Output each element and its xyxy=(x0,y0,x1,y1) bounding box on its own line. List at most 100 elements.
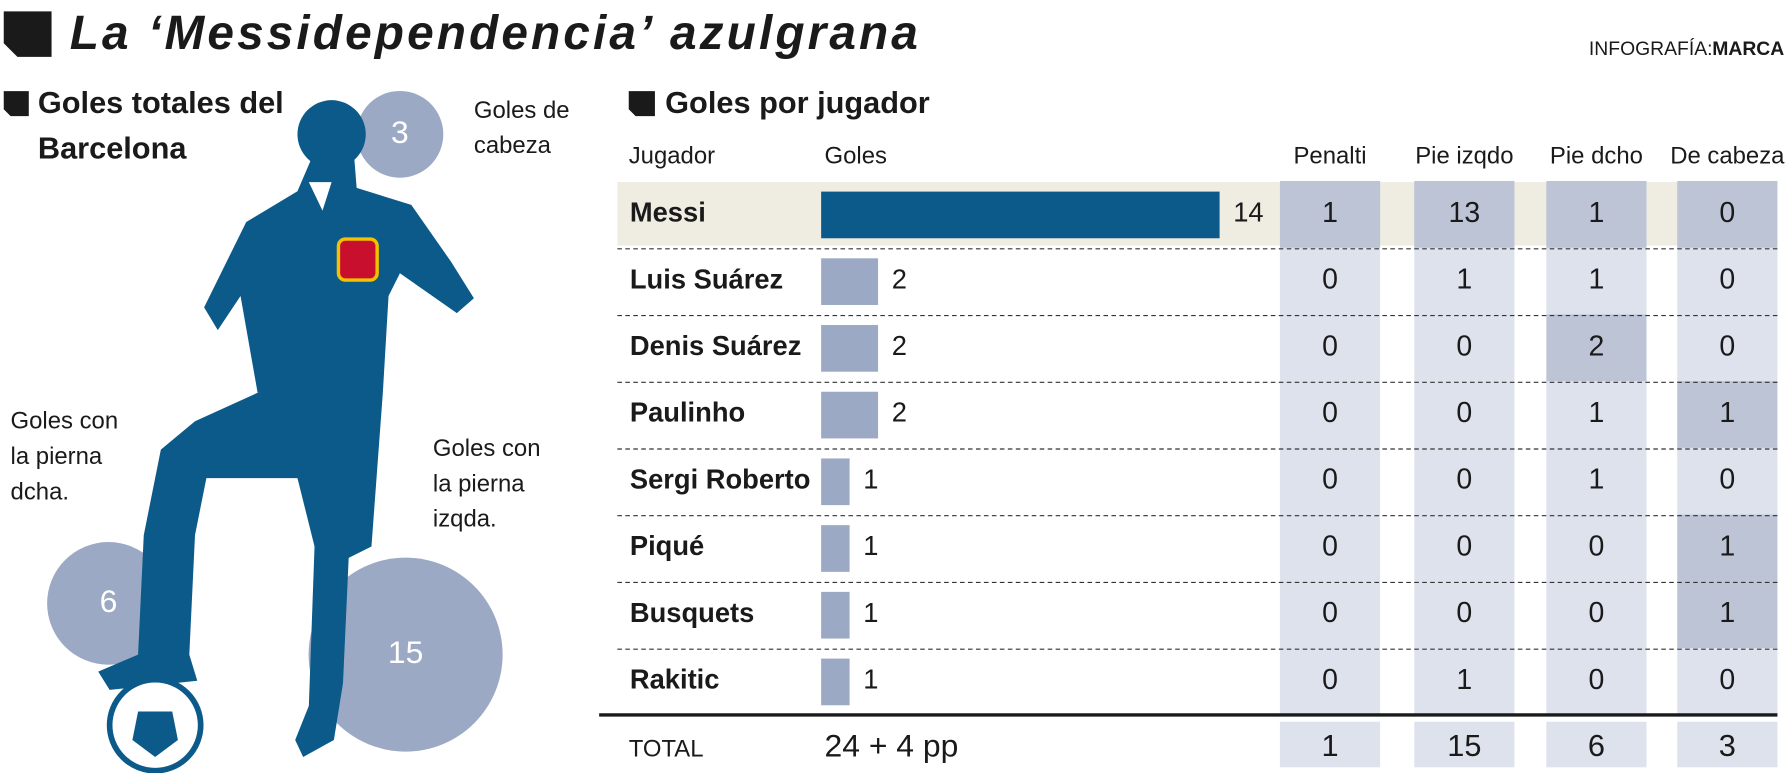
cell-value: 1 xyxy=(1719,397,1735,429)
cell-value: 0 xyxy=(1322,597,1338,629)
cell-value: 13 xyxy=(1449,197,1481,229)
player-name: Paulinho xyxy=(630,397,745,428)
bubble-value: 15 xyxy=(388,634,423,670)
player-name: Busquets xyxy=(630,597,754,628)
cell-value: 0 xyxy=(1719,197,1735,229)
cell-value: 1 xyxy=(1589,264,1605,296)
cell-value: 0 xyxy=(1589,597,1605,629)
column-header: Jugador xyxy=(629,142,715,169)
goal-bar xyxy=(821,391,879,439)
ball-pattern xyxy=(132,711,178,758)
goal-value: 14 xyxy=(1233,197,1263,228)
cell-value: 1 xyxy=(1589,197,1605,229)
goal-bar xyxy=(821,258,879,305)
total-value: 1 xyxy=(1321,728,1338,763)
cell-bg xyxy=(1677,647,1778,716)
cell-value: 0 xyxy=(1322,464,1338,496)
player-name: Rakitic xyxy=(630,664,720,695)
cell-value: 1 xyxy=(1456,264,1472,296)
bubble-label: la pierna xyxy=(11,443,103,470)
cell-value: 0 xyxy=(1719,264,1735,296)
goal-value: 1 xyxy=(863,530,878,561)
section-marker xyxy=(628,91,655,117)
cell-bg xyxy=(1279,447,1381,516)
cell-bg xyxy=(1677,447,1778,516)
goal-bar xyxy=(821,525,850,572)
total-value: 6 xyxy=(1588,728,1605,763)
cell-bg xyxy=(1546,721,1647,768)
cell-bg xyxy=(1546,447,1647,516)
goal-value: 2 xyxy=(892,263,907,294)
cell-bg xyxy=(1279,647,1381,716)
cell-bg xyxy=(1414,247,1515,316)
cell-bg xyxy=(1546,514,1647,583)
player-name: Luis Suárez xyxy=(630,263,783,294)
bubble-value: 3 xyxy=(391,114,409,150)
bubble-label: cabeza xyxy=(474,132,552,159)
goal-value: 1 xyxy=(863,664,878,695)
bubble-label: Goles con xyxy=(433,435,541,462)
section-marker xyxy=(3,91,29,117)
column-header: Pie dcho xyxy=(1550,142,1643,169)
total-value: 3 xyxy=(1719,728,1736,763)
cell-bg xyxy=(1279,314,1381,383)
bubble-label: Goles de xyxy=(474,97,570,124)
cell-bg xyxy=(1279,581,1381,650)
cell-value: 1 xyxy=(1719,530,1735,562)
cell-bg xyxy=(1546,247,1647,316)
cell-bg xyxy=(1677,247,1778,316)
player-name: Messi xyxy=(630,197,706,228)
cell-value: 1 xyxy=(1322,197,1338,229)
cell-bg xyxy=(1677,381,1778,450)
cell-bg xyxy=(1546,181,1647,249)
cell-value: 0 xyxy=(1322,397,1338,429)
goal-bar xyxy=(821,458,850,506)
goal-bar xyxy=(821,658,850,706)
cell-value: 1 xyxy=(1589,464,1605,496)
total-value: 15 xyxy=(1447,728,1481,763)
column-header: Pie izqdo xyxy=(1415,142,1513,169)
cell-value: 0 xyxy=(1456,597,1472,629)
goal-bar xyxy=(821,325,879,372)
goal-value: 1 xyxy=(863,463,878,494)
cell-bg xyxy=(1414,721,1515,768)
goal-bubble xyxy=(308,557,503,752)
cell-value: 0 xyxy=(1456,330,1472,362)
cell-value: 0 xyxy=(1456,464,1472,496)
cell-bg xyxy=(1414,647,1515,716)
cell-value: 0 xyxy=(1322,664,1338,696)
player-name: Denis Suárez xyxy=(630,330,802,361)
cell-bg xyxy=(1279,247,1381,316)
player-name: Piqué xyxy=(630,530,704,561)
bubble-label: izqda. xyxy=(433,506,497,533)
player-name: Sergi Roberto xyxy=(630,463,811,494)
credit-prefix: INFOGRAFÍA: xyxy=(1589,37,1713,60)
title-marker xyxy=(3,11,52,57)
cell-value: 0 xyxy=(1322,264,1338,296)
cell-bg xyxy=(1414,314,1515,383)
credit-name: MARCA xyxy=(1712,38,1784,60)
bubble-label: dcha. xyxy=(11,478,69,505)
cell-bg xyxy=(1677,581,1778,650)
cell-bg xyxy=(1279,181,1381,249)
bubble-label: la pierna xyxy=(433,470,525,497)
cell-bg xyxy=(1546,647,1647,716)
total-label: TOTAL xyxy=(629,736,704,763)
cell-bg xyxy=(1279,721,1381,768)
crest xyxy=(336,237,379,282)
cell-value: 0 xyxy=(1456,530,1472,562)
section-title: Goles por jugador xyxy=(665,85,930,120)
cell-bg xyxy=(1677,314,1778,383)
column-header: De cabeza xyxy=(1670,142,1785,169)
cell-bg xyxy=(1279,381,1381,450)
cell-bg xyxy=(1677,514,1778,583)
column-header: Penalti xyxy=(1293,142,1366,169)
cell-value: 1 xyxy=(1589,397,1605,429)
goal-value: 2 xyxy=(892,397,907,428)
cell-value: 0 xyxy=(1719,330,1735,362)
bubble-label: Goles con xyxy=(11,408,119,435)
cell-bg xyxy=(1414,447,1515,516)
goal-bar xyxy=(821,191,1220,239)
section-title: Barcelona xyxy=(38,130,187,165)
cell-value: 0 xyxy=(1322,330,1338,362)
